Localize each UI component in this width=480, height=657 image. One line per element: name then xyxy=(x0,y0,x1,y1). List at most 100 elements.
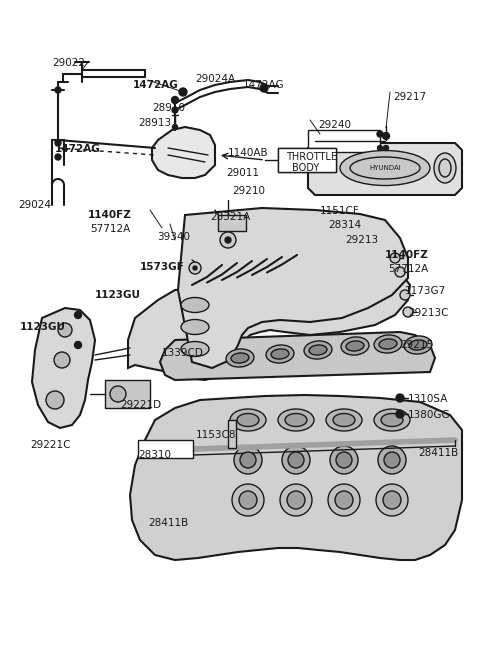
Circle shape xyxy=(225,237,231,243)
Bar xyxy=(228,420,236,448)
Text: 1472AG: 1472AG xyxy=(133,80,179,90)
Bar xyxy=(218,215,246,231)
Text: 1472AG: 1472AG xyxy=(243,80,285,90)
Text: HYUNDAI: HYUNDAI xyxy=(369,165,401,171)
Bar xyxy=(105,380,150,408)
Circle shape xyxy=(189,262,201,274)
Text: 1173G7: 1173G7 xyxy=(405,286,446,296)
Ellipse shape xyxy=(181,298,209,313)
Text: 29215: 29215 xyxy=(400,340,433,350)
Text: 29221C: 29221C xyxy=(30,440,71,450)
Text: 39340: 39340 xyxy=(157,232,190,242)
Ellipse shape xyxy=(326,409,362,431)
Ellipse shape xyxy=(226,349,254,367)
Text: 1123GU: 1123GU xyxy=(95,290,141,300)
Circle shape xyxy=(179,88,187,96)
Circle shape xyxy=(260,84,268,92)
Polygon shape xyxy=(32,308,95,428)
Circle shape xyxy=(328,484,360,516)
Text: 28411B: 28411B xyxy=(148,518,188,528)
Text: 29240: 29240 xyxy=(318,120,351,130)
Polygon shape xyxy=(308,143,462,195)
Circle shape xyxy=(384,452,400,468)
Ellipse shape xyxy=(309,345,327,355)
Text: 1339CD: 1339CD xyxy=(162,348,204,358)
Circle shape xyxy=(282,446,310,474)
Circle shape xyxy=(172,107,178,113)
Circle shape xyxy=(239,491,257,509)
Text: 28310: 28310 xyxy=(138,450,171,460)
Circle shape xyxy=(234,446,262,474)
Circle shape xyxy=(336,452,352,468)
Bar xyxy=(308,130,380,152)
Text: 1573GF: 1573GF xyxy=(140,262,185,272)
Circle shape xyxy=(396,410,404,418)
Circle shape xyxy=(376,484,408,516)
Ellipse shape xyxy=(409,340,427,350)
Ellipse shape xyxy=(304,341,332,359)
Circle shape xyxy=(220,232,236,248)
Circle shape xyxy=(55,154,61,160)
Circle shape xyxy=(335,491,353,509)
Circle shape xyxy=(74,342,82,348)
Text: 1123GU: 1123GU xyxy=(20,322,66,332)
Text: 28913: 28913 xyxy=(138,118,171,128)
Text: 29011: 29011 xyxy=(226,168,259,178)
Polygon shape xyxy=(130,395,462,560)
Circle shape xyxy=(55,87,61,93)
Ellipse shape xyxy=(374,335,402,353)
Circle shape xyxy=(383,491,401,509)
Ellipse shape xyxy=(285,413,307,426)
Polygon shape xyxy=(160,332,435,380)
Ellipse shape xyxy=(278,409,314,431)
Text: 28321A: 28321A xyxy=(210,212,250,222)
Polygon shape xyxy=(178,208,408,368)
Text: 29024: 29024 xyxy=(18,200,51,210)
Circle shape xyxy=(400,290,410,300)
Ellipse shape xyxy=(266,345,294,363)
Text: 29221D: 29221D xyxy=(120,400,161,410)
Ellipse shape xyxy=(404,336,432,354)
Circle shape xyxy=(395,267,405,277)
Bar xyxy=(278,148,336,172)
Circle shape xyxy=(403,307,413,317)
Text: 28910: 28910 xyxy=(152,103,185,113)
Text: 1140FZ: 1140FZ xyxy=(88,210,132,220)
Circle shape xyxy=(46,391,64,409)
Ellipse shape xyxy=(237,413,259,426)
Ellipse shape xyxy=(231,353,249,363)
Circle shape xyxy=(288,452,304,468)
Text: 28411B: 28411B xyxy=(418,448,458,458)
Circle shape xyxy=(172,124,178,129)
Ellipse shape xyxy=(346,341,364,351)
Circle shape xyxy=(377,145,383,150)
Text: 57712A: 57712A xyxy=(388,264,428,274)
Text: 29210: 29210 xyxy=(232,186,265,196)
Circle shape xyxy=(54,352,70,368)
Text: 29217: 29217 xyxy=(393,92,426,102)
Text: 1380GG: 1380GG xyxy=(408,410,451,420)
Circle shape xyxy=(171,97,179,104)
Ellipse shape xyxy=(374,409,410,431)
Ellipse shape xyxy=(181,342,209,357)
Text: 1153C8: 1153C8 xyxy=(196,430,237,440)
Circle shape xyxy=(240,452,256,468)
Circle shape xyxy=(232,484,264,516)
Text: BODY: BODY xyxy=(292,163,319,173)
Polygon shape xyxy=(152,127,215,178)
Polygon shape xyxy=(128,268,410,380)
Circle shape xyxy=(110,386,126,402)
Text: 57712A: 57712A xyxy=(90,224,130,234)
Circle shape xyxy=(193,266,197,270)
Bar xyxy=(138,440,193,458)
Text: 1151CF: 1151CF xyxy=(320,206,360,216)
Circle shape xyxy=(396,394,404,402)
Text: 28314: 28314 xyxy=(328,220,361,230)
Ellipse shape xyxy=(381,413,403,426)
Ellipse shape xyxy=(230,409,266,431)
Circle shape xyxy=(378,446,406,474)
Circle shape xyxy=(383,133,389,139)
Ellipse shape xyxy=(271,349,289,359)
Circle shape xyxy=(280,484,312,516)
Circle shape xyxy=(58,323,72,337)
